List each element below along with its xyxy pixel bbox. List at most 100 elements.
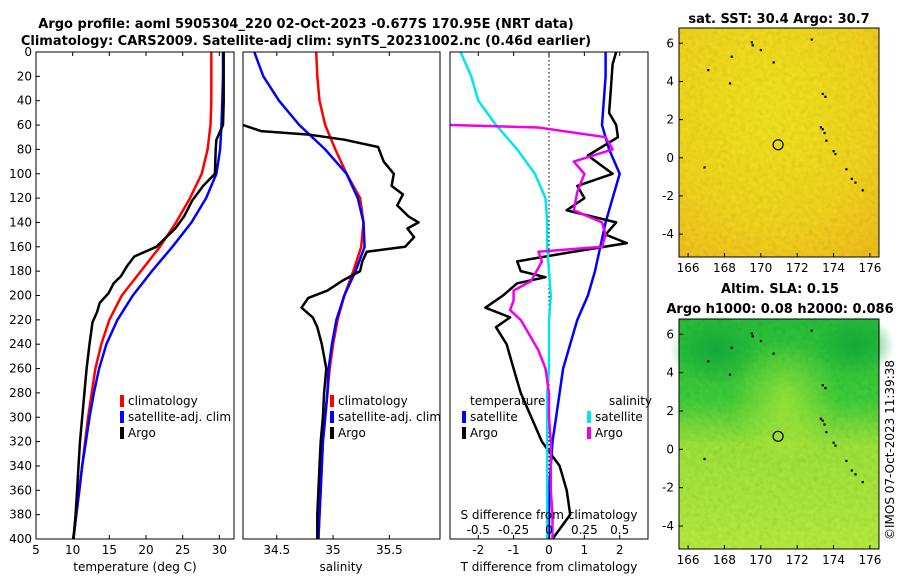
temperature-legend: climatology satellite-adj. clim Argo [120,394,231,440]
island-dot [810,38,813,41]
x-tick-label: 20 [138,543,153,557]
lat-tick-label: 4 [666,74,674,88]
sst-map-title: sat. SST: 30.4 Argo: 30.7 [688,12,869,27]
island-dot [730,55,733,58]
island-dot [854,473,857,476]
temperature-panel: 5 10 15 20 25 30 0 20 40 60 80 100 120 140 160 180 200 2… [9,45,235,574]
island-dot [821,384,824,387]
island-dot [772,61,775,64]
island-dot [819,126,823,129]
lon-tick-label: 166 [677,553,700,567]
legend-label-climatology: climatology [128,394,198,408]
y-tick-label: 200 [9,289,32,303]
y-tick-label: 240 [9,337,32,351]
x-tick-label: 2 [616,543,624,557]
y-tick-label: 260 [9,362,32,376]
island-dot [750,41,753,44]
y-tick-label: 300 [9,410,32,424]
y-tick-label: 360 [9,483,32,497]
island-dot [825,431,828,434]
temperature-x-ticks: 5 10 15 20 25 30 [32,52,227,557]
legend-swatch-climatology [120,395,124,407]
legend-swatch-sal-argo [587,427,591,439]
island-dot [819,417,823,420]
lon-tick-label: 170 [749,553,772,567]
lon-tick-label: 166 [677,261,700,275]
legend-label-sal-argo: Argo [595,426,623,440]
series-line-salinity-argo [449,123,614,539]
lat-tick-label: 2 [666,404,674,418]
sla-field [670,315,895,549]
y-tick-label: 80 [17,142,32,156]
temperature-axes-box [35,51,235,540]
sla-map-frame [678,318,880,550]
legend-label-argo: Argo [338,426,366,440]
island-dot [834,152,837,156]
x-tick-label: 35 [325,543,340,557]
salinity-difference-label: S difference from climatology [461,508,638,522]
lon-tick-label: 176 [858,553,881,567]
y-tick-label: 220 [9,313,32,327]
lon-tick-label: 172 [786,553,809,567]
x-tick-label: 10 [65,543,80,557]
lat-tick-label: 6 [666,327,674,341]
argo-float-marker [772,139,784,151]
series-line-climatology [72,52,213,540]
island-dot [861,189,864,192]
temperature-x-label: temperature (deg C) [73,560,196,574]
island-dot [703,457,706,461]
y-tick-label: 100 [9,167,32,181]
legend-swatch-temp-satellite [462,411,466,423]
figure-title-line2: Climatology: CARS2009. Satellite-adj cli… [21,34,591,49]
x-tick-label: 35.5 [376,543,403,557]
argo-float-marker [772,430,784,442]
salinity-diff-tick-label: -0.5 [467,523,490,537]
series-line-argo [242,123,420,539]
sla-latitude-ticks: -4 -2 0 2 4 6 [662,327,683,533]
salinity-diff-tick-label: 0.5 [610,523,629,537]
legend-label-climatology: climatology [338,394,408,408]
island-dot [825,139,828,142]
sla-map-title-line1: Altim. SLA: 0.15 [721,282,839,297]
island-dot [861,480,864,484]
island-dot [850,469,853,472]
y-tick-label: 320 [9,435,32,449]
island-dot [759,340,763,343]
sla-map-title-line2: Argo h1000: 0.08 h2000: 0.086 [666,302,893,317]
salinity-diff-tick-label: 0 [545,523,553,537]
island-dot [821,128,824,131]
y-tick-label: 180 [9,264,32,278]
lon-tick-label: 172 [786,261,809,275]
legend-label-argo: Argo [128,426,156,440]
lat-tick-label: -2 [662,481,674,495]
legend-label-satellite-adj: satellite-adj. clim [128,410,231,424]
series-line-salinity-satellite [459,51,553,539]
sla-low-anomaly [670,315,760,385]
sst-field [679,28,879,257]
island-dot [759,48,763,52]
island-dot [703,166,706,169]
legend-swatch-satellite-adj [120,411,124,423]
sla-low-anomaly [815,315,895,375]
series-line-climatology [314,51,365,540]
island-dot [854,181,857,184]
island-dot [832,441,835,444]
y-tick-label: 140 [9,215,32,229]
island-dot [810,329,813,332]
series-line-argo [72,52,225,540]
x-tick-label: 5 [32,543,40,557]
sst-map-panel: sat. SST: 30.4 Argo: 30.7 166 168 170 172 17… [662,12,881,275]
legend-swatch-temp-argo [462,427,466,439]
x-tick-label: 34.5 [263,543,290,557]
legend-swatch-sal-satellite [587,411,591,423]
y-tick-label: 120 [9,191,32,205]
y-tick-label: 60 [17,118,32,132]
sla-high-anomaly [730,340,840,460]
island-dot [730,346,733,349]
island-dot [824,95,827,98]
salinity-series [242,51,420,540]
depth-y-ticks: 0 20 40 60 80 100 120 140 160 180 200 220 240 260 280 3… [9,45,40,546]
island-dot [834,444,837,447]
y-tick-label: 380 [9,508,32,522]
difference-series [449,51,629,540]
